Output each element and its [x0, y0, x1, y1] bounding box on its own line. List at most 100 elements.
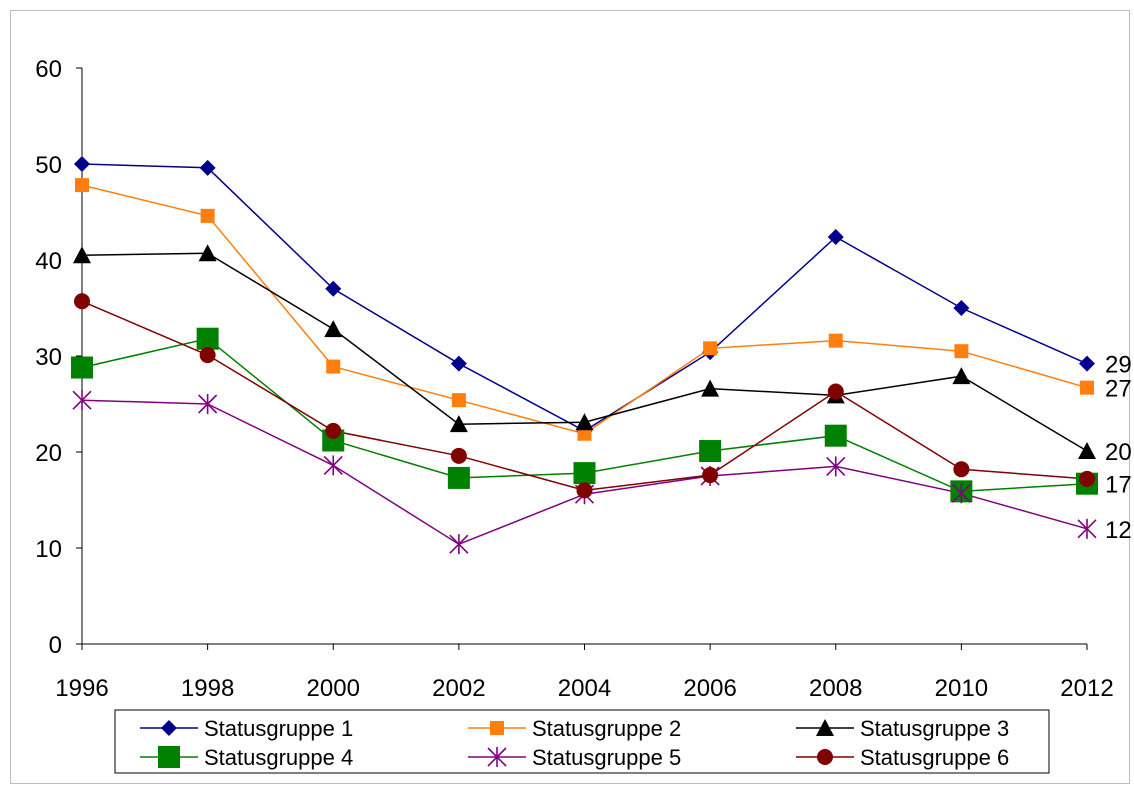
data-point-series-5 [449, 534, 469, 555]
data-point-series-2 [828, 333, 843, 348]
legend-box [114, 709, 1050, 774]
legend-item: Statusgruppe 3 [796, 716, 1009, 741]
data-point-series-6 [74, 293, 90, 310]
y-tick-label: 10 [35, 536, 62, 563]
square-marker-shape [1080, 380, 1094, 395]
legend-item: Statusgruppe 4 [140, 745, 353, 770]
series-markers [71, 156, 1098, 555]
legend-label: Statusgruppe 6 [860, 745, 1009, 770]
data-point-series-3 [449, 415, 468, 433]
circle-marker-shape [702, 467, 719, 484]
big-square-marker-shape [699, 440, 722, 463]
square-marker-shape [490, 721, 504, 735]
data-point-series-5 [826, 456, 846, 477]
data-point-series-6 [576, 482, 593, 499]
data-point-series-6 [325, 422, 342, 439]
series-line-1 [81, 163, 1088, 432]
data-point-series-3 [324, 320, 343, 338]
diamond-marker-shape [161, 720, 177, 736]
big-square-marker-shape [71, 356, 93, 379]
y-tick-label: 60 [35, 56, 62, 83]
triangle-marker-shape [1078, 442, 1096, 460]
data-point-series-6 [953, 461, 970, 478]
data-point-series-4 [699, 440, 722, 463]
axes: 0 10 20 30 40 50 60 1996 1998 2000 2002 2004 2006 200… [35, 56, 1113, 702]
square-marker-shape [577, 426, 592, 441]
legend: Statusgruppe 1 Statusgruppe 2 Statusgruppe… [114, 709, 1050, 774]
square-marker-shape [954, 344, 969, 359]
end-value-label: 12 [1105, 517, 1132, 544]
data-point-series-1 [74, 156, 90, 172]
data-point-series-4 [447, 466, 470, 489]
legend-label: Statusgruppe 5 [532, 745, 681, 770]
circle-marker-shape [817, 749, 833, 765]
data-point-series-3 [575, 413, 594, 431]
circle-marker-shape [450, 447, 467, 464]
x-tick-label: 2000 [307, 675, 360, 702]
big-square-marker-shape [573, 462, 596, 485]
data-point-series-2 [703, 341, 718, 356]
data-point-series-5 [951, 483, 971, 504]
data-point-series-3 [1078, 442, 1096, 460]
x-tick-label: 2010 [935, 675, 988, 702]
data-point-series-1 [953, 300, 970, 316]
data-point-series-6 [1079, 470, 1095, 487]
legend-marker [487, 747, 507, 767]
data-point-series-3 [701, 379, 720, 397]
circle-marker-shape [827, 383, 844, 400]
y-tick-label: 30 [35, 344, 62, 371]
legend-item: Statusgruppe 5 [468, 745, 681, 770]
legend-item: Statusgruppe 6 [796, 745, 1009, 770]
circle-marker-shape [74, 293, 90, 310]
data-point-series-2 [75, 178, 89, 193]
data-point-series-2 [954, 344, 969, 359]
data-point-series-4 [573, 462, 596, 485]
data-point-series-1 [1079, 355, 1095, 372]
end-value-label: 17 [1105, 472, 1132, 499]
data-point-series-5 [1077, 518, 1097, 539]
data-point-series-5 [72, 390, 92, 411]
legend-label: Statusgruppe 4 [204, 745, 353, 770]
triangle-marker-shape [575, 413, 594, 431]
data-point-series-4 [196, 327, 219, 350]
data-point-series-3 [952, 367, 971, 385]
legend-marker [817, 749, 833, 765]
x-tick-label: 2002 [432, 675, 485, 702]
data-point-series-1 [827, 228, 844, 245]
series-line-6 [81, 300, 1088, 492]
data-point-series-2 [1080, 380, 1094, 395]
triangle-marker-shape [952, 367, 971, 385]
circle-marker-shape [325, 422, 342, 439]
square-marker-shape [828, 333, 843, 348]
diamond-marker-shape [74, 156, 90, 172]
legend-label: Statusgruppe 1 [204, 716, 353, 741]
triangle-marker-shape [198, 244, 217, 262]
data-point-series-2 [577, 426, 592, 441]
y-tick-label: 0 [49, 632, 62, 659]
triangle-marker-shape [701, 379, 720, 397]
big-square-marker-shape [196, 327, 219, 350]
data-point-series-6 [450, 447, 467, 464]
data-point-series-4 [71, 356, 93, 379]
big-square-marker-shape [824, 424, 847, 447]
x-tick-label: 2006 [683, 675, 736, 702]
square-marker-shape [703, 341, 718, 356]
data-point-series-1 [199, 159, 216, 176]
chart-frame [10, 10, 1130, 784]
triangle-marker-shape [73, 246, 91, 264]
data-point-series-6 [199, 347, 216, 364]
data-point-series-3 [73, 246, 91, 264]
y-tick-label: 40 [35, 248, 62, 275]
data-point-series-1 [450, 355, 467, 372]
circle-marker-shape [576, 482, 593, 499]
diamond-marker-shape [199, 159, 216, 176]
triangle-marker-shape [324, 320, 343, 338]
data-point-series-5 [323, 455, 343, 476]
x-tick-label: 2004 [558, 675, 611, 702]
big-square-marker-shape [158, 746, 180, 768]
data-point-series-3 [198, 244, 217, 262]
data-point-series-5 [198, 394, 218, 414]
legend-marker [158, 746, 180, 768]
triangle-marker-shape [449, 415, 468, 433]
